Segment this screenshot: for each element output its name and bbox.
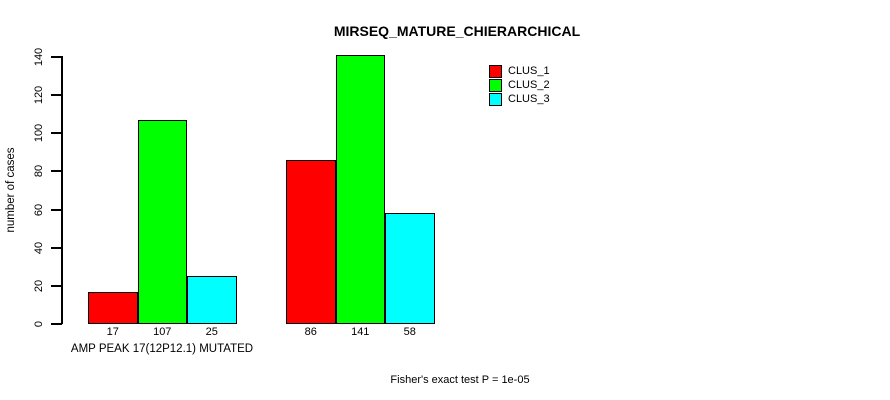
legend-label: CLUS_1	[508, 65, 550, 77]
bar-value-label: 141	[351, 326, 370, 338]
y-tick-mark	[51, 246, 62, 249]
x-axis-label: AMP PEAK 17(12P12.1) MUTATED	[70, 343, 254, 355]
legend-item-clus-2: CLUS_2	[489, 78, 550, 92]
y-tick-mark	[51, 132, 62, 135]
bar-clus_2-group-1	[137, 119, 187, 324]
legend-swatch-clus-1	[489, 64, 502, 78]
bar-value-label: 86	[304, 326, 317, 338]
legend-swatch-clus-3	[489, 92, 502, 106]
y-tick-mark	[51, 323, 62, 325]
y-tick-mark	[51, 170, 62, 173]
y-tick-mark	[51, 94, 62, 97]
bar-clus_1-group-1	[88, 291, 138, 324]
y-tick-mark	[51, 284, 62, 287]
legend-item-clus-1: CLUS_1	[489, 64, 550, 78]
y-tick-mark	[51, 208, 62, 211]
y-tick-mark	[51, 56, 62, 58]
bar-clus_2-group-2	[335, 55, 385, 324]
bar-value-label: 58	[403, 326, 416, 338]
legend-item-clus-3: CLUS_3	[489, 92, 550, 106]
bar-value-label: 107	[153, 326, 172, 338]
legend-swatch-clus-2	[489, 78, 502, 92]
legend: CLUS_1 CLUS_2 CLUS_3	[489, 64, 550, 106]
bar-clus_3-group-2	[385, 213, 435, 324]
chart-title: MIRSEQ_MATURE_CHIERARCHICAL	[333, 23, 581, 39]
legend-label: CLUS_2	[508, 79, 550, 91]
bar-clus_1-group-2	[286, 159, 336, 324]
y-axis-line	[61, 56, 63, 324]
legend-label: CLUS_3	[508, 93, 550, 105]
stat-annotation: Fisher's exact test P = 1e-05	[390, 374, 530, 386]
bar-value-label: 17	[106, 326, 119, 338]
bar-value-label: 25	[205, 326, 218, 338]
bar-clus_3-group-1	[187, 276, 237, 324]
